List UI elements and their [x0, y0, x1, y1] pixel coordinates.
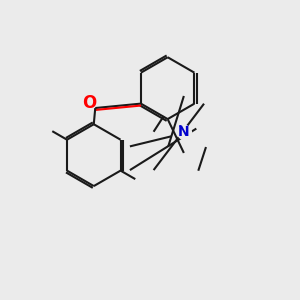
- Text: O: O: [82, 94, 96, 112]
- Text: N: N: [178, 124, 190, 138]
- Text: N: N: [178, 125, 190, 139]
